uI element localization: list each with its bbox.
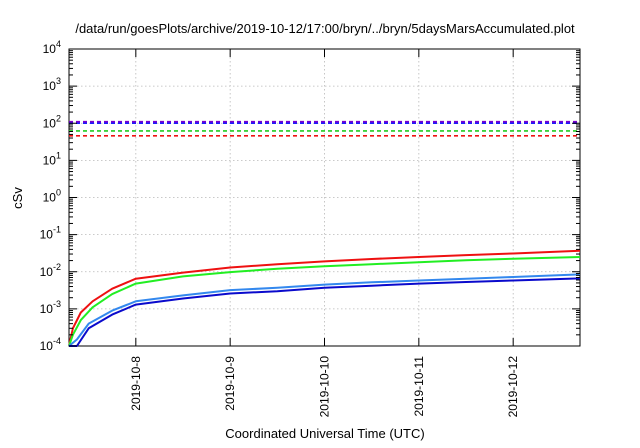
grid (69, 49, 580, 346)
y-axis-label: cSv (10, 187, 25, 209)
y-tick-label: 10-4 (40, 336, 61, 353)
y-tick-exponent: 1 (56, 150, 61, 160)
y-tick-label: 103 (43, 76, 61, 93)
y-tick-base: 10 (40, 265, 54, 279)
x-tick-label: 2019-10-8 (129, 356, 143, 411)
y-tick-exponent: 4 (56, 39, 61, 49)
y-tick-base: 10 (43, 79, 57, 93)
chart-title: /data/run/goesPlots/archive/2019-10-12/1… (75, 21, 575, 36)
threshold-lines (69, 120, 580, 137)
x-tick-label: 2019-10-9 (223, 356, 237, 411)
y-tick-exponent: 2 (56, 113, 61, 123)
y-tick-exponent: -1 (53, 225, 61, 235)
y-tick-label: 100 (43, 188, 61, 205)
y-tick-base: 10 (43, 153, 57, 167)
y-tick-base: 10 (43, 191, 57, 205)
y-tick-label: 102 (43, 113, 61, 130)
y-tick-exponent: -3 (53, 299, 61, 309)
y-tick-label: 101 (43, 150, 61, 167)
y-tick-exponent: 0 (56, 188, 61, 198)
y-tick-label: 10-1 (40, 225, 61, 242)
y-tick-base: 10 (43, 116, 57, 130)
y-tick-base: 10 (43, 42, 57, 56)
x-tick-label: 2019-10-11 (412, 356, 426, 417)
y-tick-base: 10 (40, 339, 54, 353)
x-tick-label: 2019-10-10 (318, 356, 332, 418)
series-lines (68, 249, 581, 347)
x-axis-label: Coordinated Universal Time (UTC) (225, 426, 424, 441)
dose-series-line (69, 277, 581, 347)
x-axis-ticks: 2019-10-8 2019-10-9 2019-10-10 2019-10-11 20… (129, 49, 520, 417)
y-tick-exponent: 3 (56, 76, 61, 86)
y-tick-label: 104 (43, 39, 61, 56)
y-tick-label: 10-3 (40, 299, 61, 316)
y-tick-base: 10 (40, 228, 54, 242)
y-tick-base: 10 (40, 302, 54, 316)
y-tick-label: 10-2 (40, 262, 61, 279)
dose-series-line (68, 249, 581, 347)
y-tick-exponent: -4 (53, 336, 61, 346)
x-tick-label: 2019-10-12 (506, 356, 520, 418)
dose-series-line (68, 256, 581, 347)
dose-series-line (68, 273, 581, 347)
y-tick-exponent: -2 (53, 262, 61, 272)
